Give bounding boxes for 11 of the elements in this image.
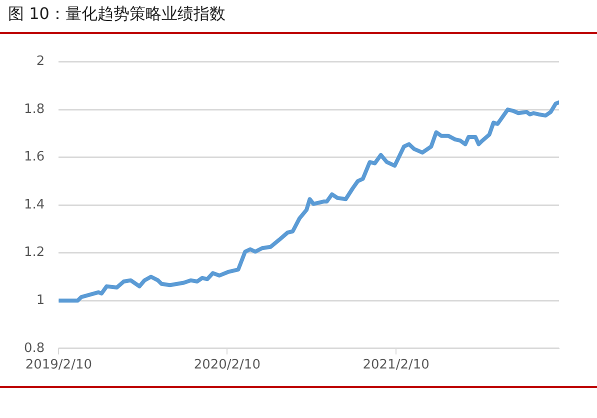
chart-title: 图 10：量化趋势策略业绩指数: [8, 4, 226, 25]
y-tick-label: 0.8: [24, 340, 45, 356]
y-tick-label: 1: [36, 293, 45, 308]
y-tick-label: 2: [36, 54, 45, 70]
x-tick-label: 2019/2/10: [25, 358, 92, 373]
y-tick-label: 1.4: [24, 197, 45, 212]
y-tick-label: 1.6: [24, 150, 45, 165]
y-tick-label: 1.8: [24, 102, 45, 117]
x-tick-label: 2020/2/10: [194, 358, 260, 373]
x-tick-label: 2021/2/10: [362, 358, 430, 373]
y-tick-label: 1.2: [24, 245, 45, 260]
